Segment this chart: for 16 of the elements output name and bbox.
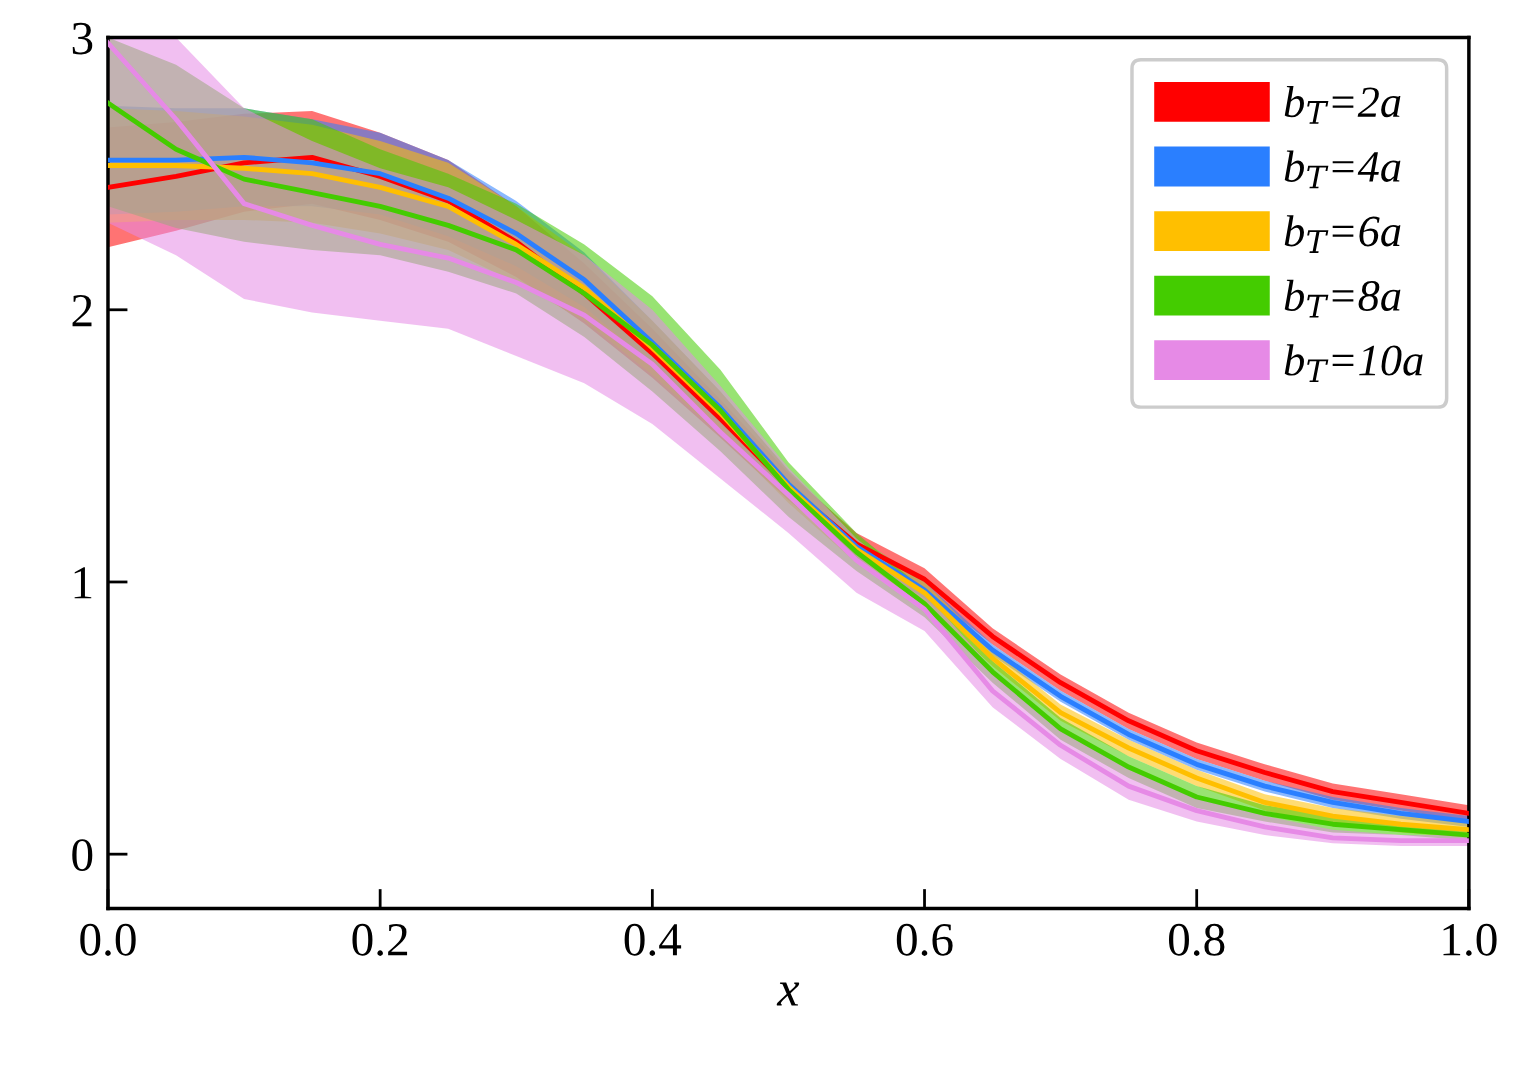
y-tick-label: 0	[72, 839, 93, 872]
legend-label: b$_{T}$=8a	[1284, 279, 1401, 318]
x-tick-label: 0.0	[80, 923, 136, 956]
x-tick-label: 0.2	[352, 923, 408, 956]
x-tick-label: 0.8	[1168, 923, 1225, 956]
x-tick-label: 0.6	[896, 923, 953, 956]
legend-label: b$_{T}$=4a	[1284, 150, 1401, 189]
legend-label: b$_{T}$=10a	[1284, 344, 1423, 383]
x-tick-label: 0.4	[624, 923, 682, 956]
y-tick-label: 1	[74, 567, 92, 599]
y-tick-label: 2	[72, 294, 92, 327]
y-tick-label: 3	[72, 22, 93, 55]
x-axis-title: x	[776, 982, 800, 1006]
legend-label: b$_{T}$=6a	[1284, 215, 1401, 253]
legend-label: b$_{T}$=2a	[1284, 86, 1401, 124]
x-tick-label: 1.0	[1443, 923, 1497, 956]
